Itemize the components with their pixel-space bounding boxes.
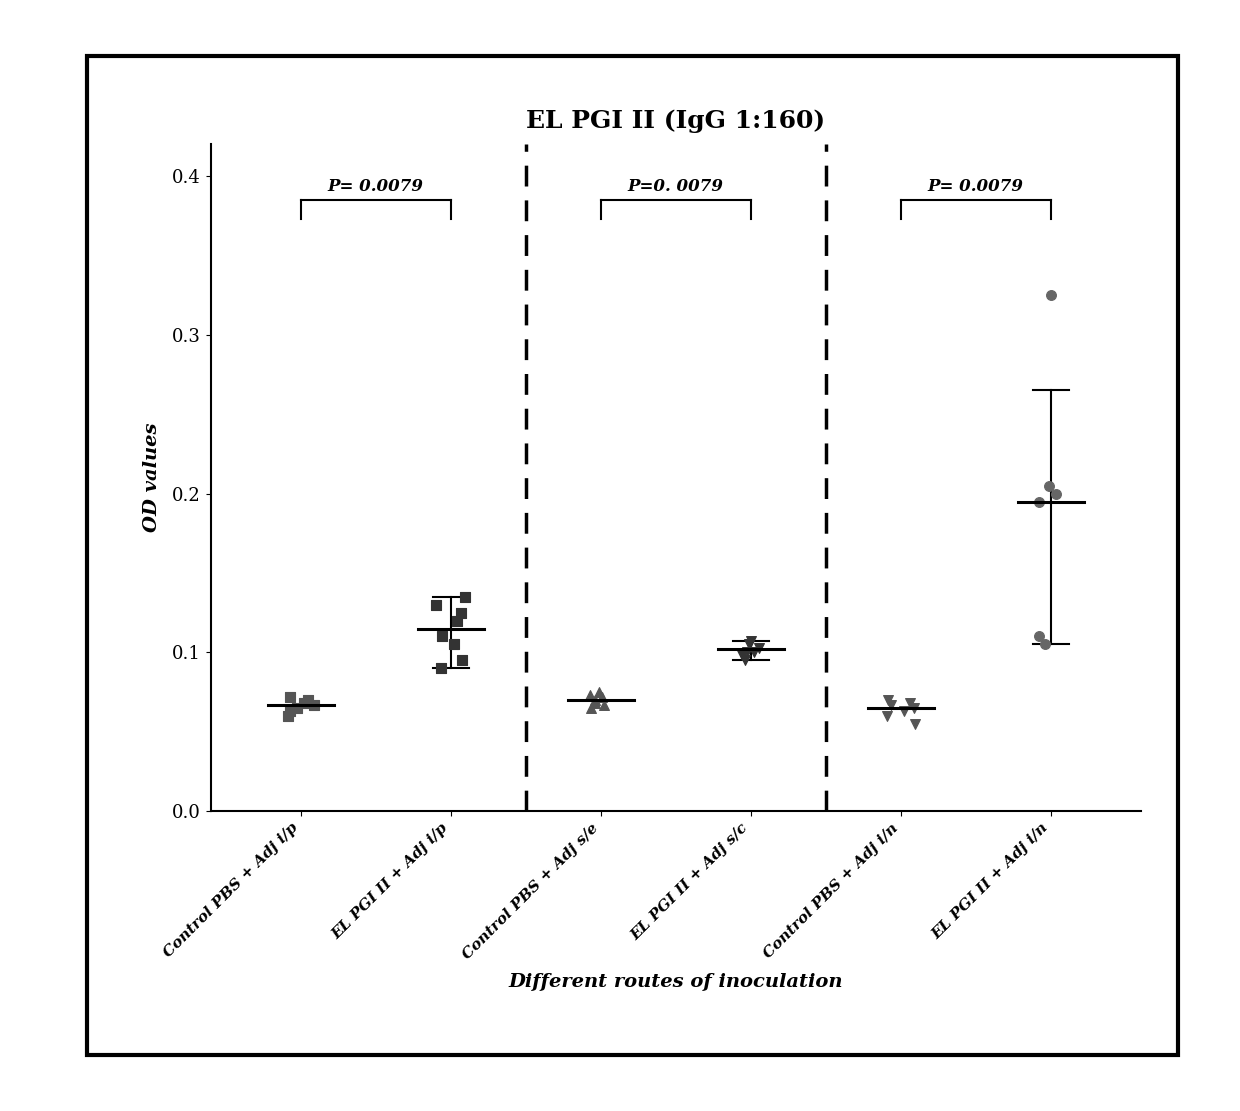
Point <box>455 588 475 605</box>
Point <box>451 603 471 621</box>
Point <box>1035 635 1055 653</box>
Point <box>298 691 317 709</box>
Point <box>1029 628 1049 645</box>
Point <box>904 699 924 717</box>
Point <box>877 707 897 724</box>
Point <box>288 699 308 717</box>
Text: P=0. 0079: P=0. 0079 <box>627 178 724 196</box>
Point <box>294 694 314 712</box>
Point <box>1029 492 1049 510</box>
Point <box>451 651 471 669</box>
Point <box>1040 287 1060 304</box>
Point <box>280 688 300 705</box>
Point <box>739 635 759 653</box>
Point <box>594 695 614 713</box>
Point <box>280 702 300 720</box>
Point <box>589 683 609 701</box>
Point <box>734 651 754 669</box>
Point <box>742 632 761 650</box>
Point <box>278 707 298 724</box>
Point <box>1039 477 1059 494</box>
Point <box>894 702 914 720</box>
Point <box>905 714 925 732</box>
Point <box>732 647 751 664</box>
Point <box>304 695 324 713</box>
Y-axis label: OD values: OD values <box>143 423 161 532</box>
X-axis label: Different routes of inoculation: Different routes of inoculation <box>508 973 843 991</box>
Point <box>900 694 920 712</box>
Point <box>582 699 601 717</box>
Point <box>749 639 769 657</box>
Point <box>427 595 446 613</box>
Title: EL PGI II (IgG 1:160): EL PGI II (IgG 1:160) <box>526 109 826 132</box>
Point <box>580 687 600 704</box>
Text: P= 0.0079: P= 0.0079 <box>327 178 424 196</box>
Point <box>432 659 451 677</box>
Point <box>591 688 611 705</box>
Point <box>878 691 898 709</box>
Point <box>584 691 604 709</box>
Point <box>1047 484 1066 502</box>
Point <box>433 628 453 645</box>
Point <box>585 694 605 712</box>
Point <box>737 643 756 661</box>
Point <box>448 612 467 630</box>
Text: P= 0.0079: P= 0.0079 <box>928 178 1024 196</box>
Point <box>880 695 900 713</box>
Point <box>744 643 764 661</box>
Point <box>444 635 464 653</box>
